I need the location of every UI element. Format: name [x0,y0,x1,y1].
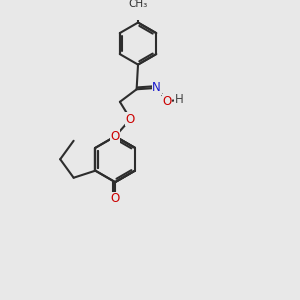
Text: CH₃: CH₃ [128,0,148,9]
Text: O: O [110,192,120,205]
Text: H: H [175,93,183,106]
Text: O: O [163,95,172,108]
Text: N: N [152,81,161,94]
Text: O: O [126,112,135,126]
Text: O: O [110,130,120,143]
